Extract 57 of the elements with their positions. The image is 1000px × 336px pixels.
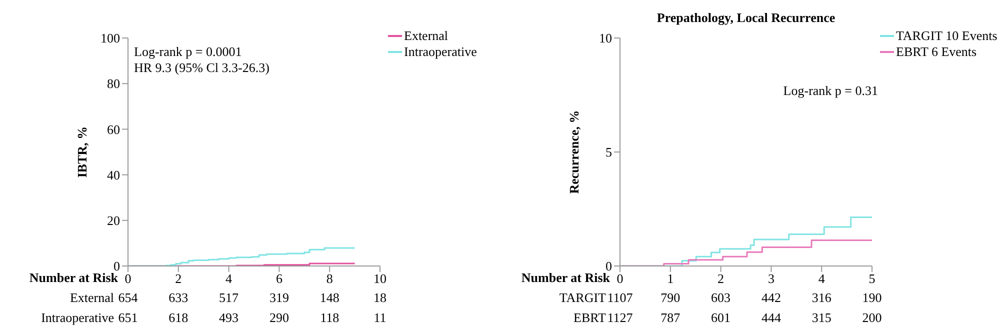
text: 1107	[607, 290, 633, 305]
text: 601	[710, 310, 732, 326]
text: 442	[760, 290, 782, 306]
text: 633	[168, 290, 190, 306]
text: 315	[810, 310, 832, 326]
y-tick-label: 40	[107, 167, 120, 182]
y-axis-title: Recurrence, %	[566, 110, 582, 194]
annotation: Log-rank p = 0.0001	[134, 44, 243, 60]
y-tick-label: 20	[107, 213, 120, 228]
annotation: Log-rank p = 0.31	[783, 83, 878, 99]
legend-label: External	[404, 28, 448, 44]
x-tick-label: 0	[616, 271, 624, 286]
x-tick-label: 0	[124, 271, 132, 286]
x-tick-label: 1	[667, 271, 674, 286]
x-tick-label: 2	[718, 271, 724, 286]
text: External	[70, 290, 114, 306]
x-tick-label: 4	[818, 271, 826, 286]
text: 787	[660, 310, 682, 326]
text: 290	[268, 310, 290, 326]
y-tick-label: 10	[599, 30, 612, 46]
y-axis-title: IBTR, %	[74, 126, 90, 178]
x-tick-label: 10	[374, 271, 386, 286]
text: 148	[318, 290, 340, 306]
text: 493	[218, 310, 240, 326]
chart-title: Prepathology, Local Recurrence	[656, 10, 836, 26]
text: 190	[861, 290, 883, 306]
x-tick-label: 4	[226, 271, 233, 286]
text: 118	[319, 310, 340, 326]
text: 316	[810, 290, 832, 306]
text: 651	[118, 310, 138, 325]
text: 1127	[607, 310, 633, 325]
text: 517	[218, 290, 240, 306]
text: 18	[372, 290, 388, 306]
x-tick-label: 8	[326, 271, 333, 286]
text: 11	[372, 310, 388, 326]
x-tick-label: 3	[768, 271, 774, 286]
x-tick-label: 6	[276, 271, 283, 286]
annotation: HR 9.3 (95% Cl 3.3-26.3)	[134, 60, 270, 76]
text: 603	[710, 290, 732, 306]
text: 319	[268, 290, 290, 306]
legend-label: EBRT 6 Events	[896, 44, 977, 60]
y-tick-label: 100	[100, 30, 120, 46]
x-tick-label: 5	[868, 271, 876, 286]
text: 790	[660, 290, 682, 306]
text: 200	[861, 310, 883, 326]
x-tick-label: 2	[175, 271, 182, 286]
y-tick-label: 60	[107, 122, 120, 137]
y-tick-label: 5	[606, 144, 612, 160]
text: 444	[760, 310, 782, 326]
y-tick-label: 80	[107, 76, 120, 92]
legend-label: Intraoperative	[404, 44, 477, 60]
text: 618	[168, 310, 190, 326]
text: EBRT	[574, 310, 606, 326]
text: TARGIT	[559, 290, 606, 306]
text: Intraoperative	[41, 310, 114, 326]
legend-label: TARGIT 10 Events	[896, 28, 998, 44]
text: 654	[118, 290, 138, 305]
